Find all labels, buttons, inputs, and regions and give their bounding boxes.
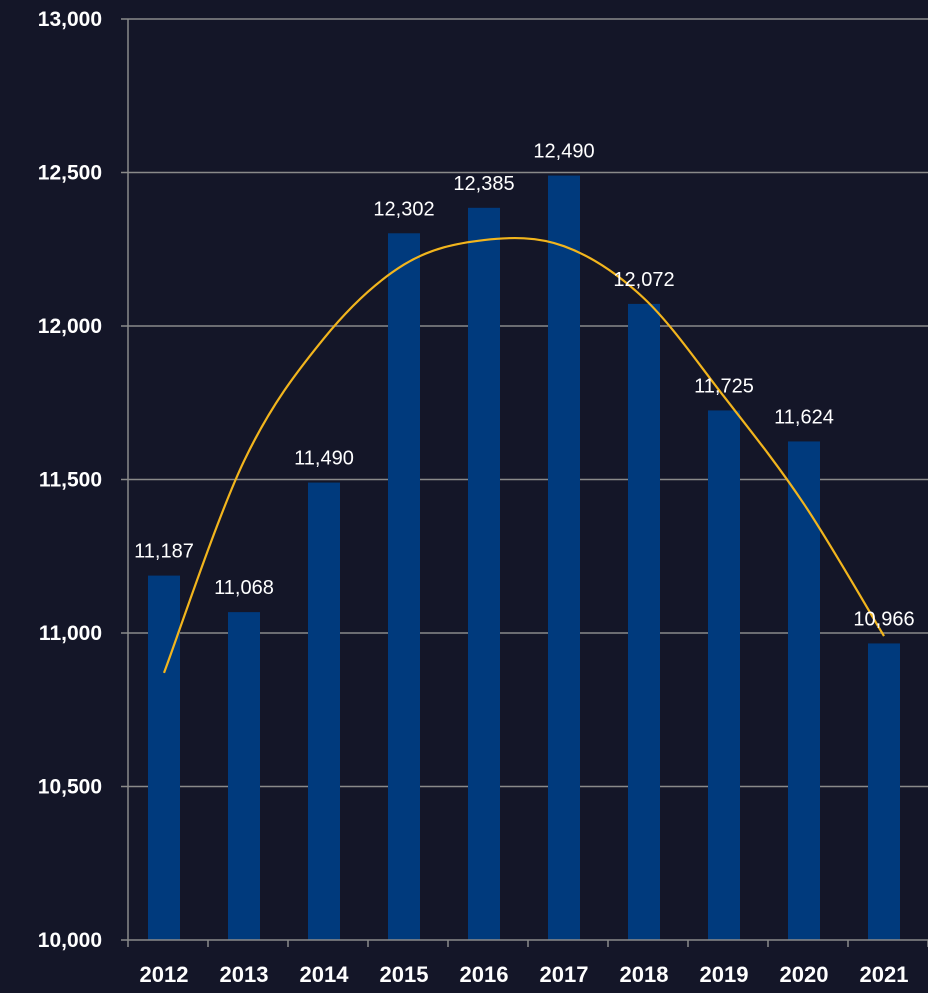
x-tick-label: 2018	[620, 962, 669, 987]
x-tick-label: 2015	[380, 962, 429, 987]
bar	[308, 482, 340, 940]
bar	[148, 575, 180, 940]
x-tick-labels: 2012 2013 2014 2015 2016 2017 2018 2019 2020 2021	[140, 962, 909, 987]
data-label: 12,072	[613, 269, 674, 291]
data-label: 12,302	[373, 198, 434, 220]
x-tick-label: 2012	[140, 962, 189, 987]
data-label: 11,068	[214, 577, 274, 599]
bar	[788, 441, 820, 940]
y-tick-label: 11,000	[39, 622, 102, 645]
bar	[708, 410, 740, 940]
bars	[148, 175, 900, 940]
data-label: 11,490	[294, 448, 354, 470]
bar	[468, 207, 500, 940]
y-tick-label: 13,000	[38, 8, 102, 31]
trendline-layer	[162, 236, 885, 674]
y-tick-label: 12,500	[38, 162, 102, 185]
x-tick-label: 2021	[860, 962, 909, 987]
trendline	[162, 236, 885, 674]
y-tick-label: 10,000	[38, 929, 102, 952]
y-tick-label: 10,500	[38, 776, 102, 799]
x-tick-label: 2019	[700, 962, 749, 987]
data-labels: 11,187 11,068 11,490 12,302 12,385 12,490 12,0…	[134, 141, 914, 631]
bar	[868, 643, 900, 940]
x-tick-label: 2013	[220, 962, 269, 987]
axes	[121, 18, 928, 947]
data-label: 10,966	[853, 608, 914, 630]
bar	[548, 175, 580, 940]
bar	[228, 612, 260, 940]
data-label: 11,624	[774, 406, 834, 428]
data-label: 11,725	[694, 375, 754, 397]
x-tick-label: 2014	[300, 962, 350, 987]
y-tick-label: 11,500	[39, 469, 102, 492]
data-label: 12,385	[453, 173, 514, 195]
x-tick-label: 2016	[460, 962, 509, 987]
bar	[628, 303, 660, 940]
x-tick-label: 2017	[540, 962, 589, 987]
y-tick-label: 12,000	[38, 315, 102, 338]
data-label: 11,187	[134, 541, 194, 563]
data-label: 12,490	[533, 141, 594, 163]
x-tick-label: 2020	[780, 962, 829, 987]
y-tick-labels: 10,000 10,500 11,000 11,500 12,000 12,500 13,0…	[38, 8, 102, 952]
bar	[388, 233, 420, 940]
